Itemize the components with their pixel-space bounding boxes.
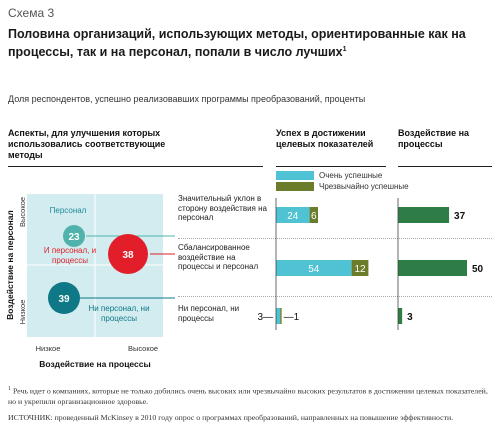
- success-bar-extremely-1: [309, 207, 318, 223]
- impact-bar-2: [398, 260, 467, 276]
- title-text: Половина организаций, использующих метод…: [8, 27, 466, 60]
- impact-label-2: 50: [472, 264, 484, 275]
- chart-subtitle: Доля респондентов, успешно реализовавших…: [8, 94, 366, 104]
- legend-label-very: Очень успешные: [319, 171, 383, 180]
- chart-title: Половина организаций, использующих метод…: [8, 27, 492, 60]
- impact-bar-1: [398, 207, 450, 223]
- impact-rule: [398, 166, 492, 167]
- quadrant-label-both: И персонал, и процессы: [43, 246, 97, 265]
- legend-label-extremely: Чрезвычайно успешные: [319, 182, 409, 191]
- y-axis-label: Воздействие на персонал: [5, 210, 15, 320]
- x-high-label: Высокое: [128, 344, 158, 353]
- quadrant-label-personnel: Персонал: [50, 206, 87, 215]
- impact-label-1: 37: [454, 211, 466, 222]
- footnote-text: Речь идет о компаниях, которые не только…: [8, 386, 488, 406]
- y-high-label: Высокое: [18, 197, 27, 227]
- success-label-extremely-2: 12: [354, 264, 366, 275]
- quadrant-label-neither: Ни персонал, ни процессы: [88, 304, 150, 323]
- success-label-extremely-3: —1: [284, 312, 300, 323]
- bubble-value-neither: 39: [58, 294, 70, 305]
- row-label-neither: Ни персонал, ни процессы: [178, 304, 240, 323]
- matrix-chart: Воздействие на персонал Высокое Низкое Н…: [5, 194, 175, 369]
- x-axis-label: Воздействие на процессы: [39, 359, 151, 369]
- aspects-rule: [8, 166, 263, 167]
- source-note: ИСТОЧНИК: проведенный McKinsey в 2010 го…: [8, 413, 454, 422]
- impact-label-3: 3: [407, 312, 413, 323]
- impact-bar-3: [398, 308, 403, 324]
- success-bar-very-1: [276, 207, 310, 223]
- success-rule: [276, 166, 386, 167]
- y-low-label: Низкое: [18, 300, 27, 325]
- x-low-label: Низкое: [36, 344, 61, 353]
- footnote: 1 Речь идет о компаниях, которые не толь…: [8, 384, 494, 407]
- row-label-personnel: Значительный уклон в сторону воздействия…: [178, 194, 267, 222]
- success-heading: Успех в достижении целевых показателей: [276, 128, 374, 149]
- impact-heading: Воздействие на процессы: [398, 128, 470, 149]
- success-label-very-1: 24: [287, 211, 299, 222]
- row-separator-1: [178, 238, 492, 239]
- legend-swatch-extremely: [276, 182, 314, 191]
- success-bar-very-2: [276, 260, 352, 276]
- bubble-neither: [48, 282, 80, 314]
- success-bar-very-3: [276, 308, 281, 324]
- success-label-very-2: 54: [308, 264, 320, 275]
- row-separator-2: [178, 296, 492, 297]
- success-bar-extremely-2: [351, 260, 369, 276]
- quadrant-label-both-wrap: И персонал, и процессы: [43, 246, 97, 265]
- footnote-mark: 1: [8, 386, 11, 392]
- bubble-both: [108, 234, 148, 274]
- title-footnote-mark: 1: [342, 46, 347, 53]
- aspects-heading: Аспекты, для улучшения которых использов…: [8, 128, 166, 160]
- success-bar-extremely-3: [280, 308, 282, 324]
- bubble-personnel: [63, 225, 85, 247]
- success-label-extremely-1: 6: [311, 211, 317, 222]
- success-label-very-3: 3—: [257, 312, 273, 323]
- legend-swatch-very: [276, 171, 314, 180]
- scheme-label: Схема 3: [8, 6, 55, 20]
- bubble-value-both: 38: [122, 250, 134, 261]
- quadrant-label-neither-wrap: Ни персонал, ни процессы: [88, 304, 150, 323]
- bubble-value-personnel: 23: [68, 232, 80, 243]
- row-label-balanced: Сбалансированное воздействие на процессы…: [178, 243, 259, 271]
